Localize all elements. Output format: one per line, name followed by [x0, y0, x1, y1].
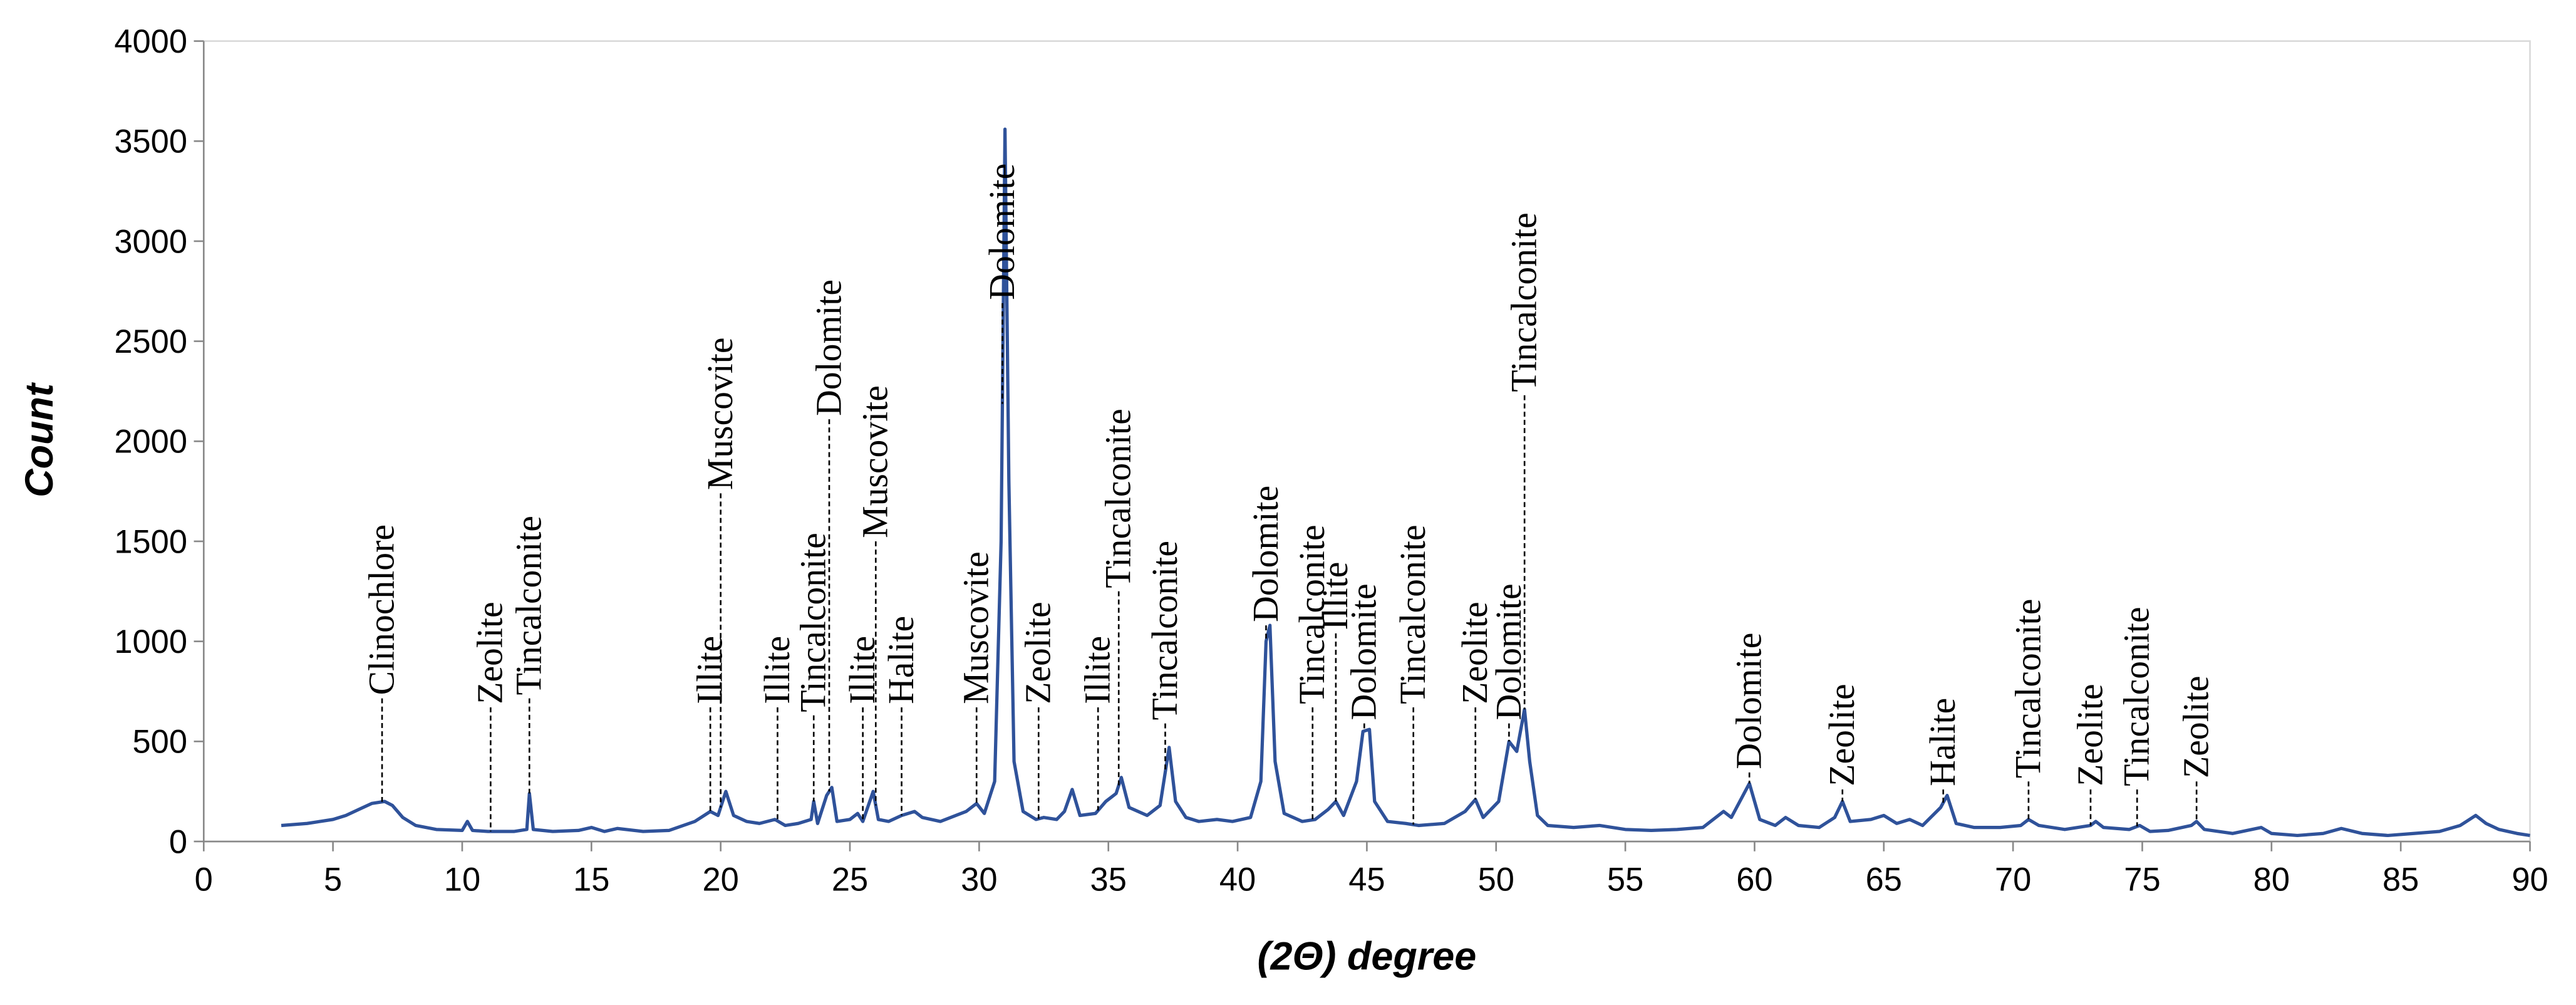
x-tick-label: 15: [573, 862, 609, 898]
annotation-label: Dolomite: [1246, 486, 1286, 622]
x-tick-label: 5: [324, 862, 342, 898]
x-tick-label: 60: [1736, 862, 1772, 898]
annotation-label: Zeolite: [2177, 676, 2216, 778]
y-tick-label: 4000: [114, 24, 187, 60]
annotation-label: Tincalconite: [2118, 607, 2157, 786]
y-tick-label: 1000: [114, 624, 187, 660]
annotation-label: Zeolite: [1456, 601, 1495, 704]
x-tick-label: 85: [2382, 862, 2419, 898]
x-tick-label: 45: [1348, 862, 1385, 898]
x-tick-label: 70: [1995, 862, 2031, 898]
y-tick-label: 500: [133, 724, 188, 761]
annotation-label: Halite: [1923, 698, 1963, 786]
x-tick-label: 65: [1866, 862, 1902, 898]
x-tick-label: 35: [1090, 862, 1127, 898]
x-tick-label: 25: [832, 862, 868, 898]
annotation-label: Zeolite: [471, 601, 510, 704]
annotation-label: Halite: [882, 616, 921, 704]
annotation-label: Tincalconite: [1293, 525, 1332, 704]
annotation-label: Illite: [1316, 562, 1355, 630]
annotation-label: Muscovite: [957, 551, 996, 704]
annotation-label: Zeolite: [1019, 601, 1058, 704]
annotation-label: Zeolite: [1823, 684, 1862, 786]
y-tick-label: 1500: [114, 524, 187, 560]
annotation-label: Tincalconite: [794, 533, 834, 712]
y-tick-label: 0: [169, 824, 187, 860]
y-tick-label: 2000: [114, 424, 187, 461]
annotation-label: Illite: [691, 636, 730, 704]
x-tick-label: 30: [961, 862, 997, 898]
annotation-label: Tincalconite: [1505, 212, 1544, 392]
x-tick-label: 50: [1478, 862, 1514, 898]
y-tick-label: 2500: [114, 324, 187, 360]
y-axis-title: Count: [18, 382, 61, 497]
annotation-label: Illite: [1079, 636, 1118, 704]
annotation-label: Tincalconite: [2009, 599, 2048, 778]
annotation-label: Zeolite: [2071, 684, 2110, 786]
x-axis-title: (2Θ) degree: [1258, 935, 1477, 979]
annotation-label: Dolomite: [983, 164, 1022, 300]
x-tick-label: 75: [2124, 862, 2160, 898]
y-tick-label: 3500: [114, 124, 187, 160]
annotation-label: Dolomite: [1730, 633, 1769, 769]
annotation-label: Tincalconite: [1146, 541, 1185, 720]
annotation-label: Tincalconite: [1099, 409, 1139, 588]
annotation-label: Dolomite: [1345, 583, 1384, 720]
x-tick-label: 0: [195, 862, 213, 898]
x-tick-label: 55: [1607, 862, 1643, 898]
annotation-label: Tincalconite: [1394, 525, 1433, 704]
annotation-label: Muscovite: [856, 385, 896, 538]
annotation-label: Illite: [758, 636, 797, 704]
annotation-label: Clinochlore: [362, 524, 401, 695]
x-tick-label: 20: [702, 862, 738, 898]
annotation-label: Dolomite: [1489, 583, 1529, 720]
annotation-label: Dolomite: [809, 279, 849, 416]
annotation-label: Muscovite: [701, 338, 740, 491]
xrd-line: [281, 127, 2530, 838]
x-tick-label: 80: [2253, 862, 2290, 898]
x-tick-label: 90: [2511, 862, 2548, 898]
annotation-label: Tincalconite: [510, 516, 549, 695]
x-tick-label: 10: [444, 862, 480, 898]
y-tick-label: 3000: [114, 224, 187, 260]
x-tick-label: 40: [1219, 862, 1256, 898]
